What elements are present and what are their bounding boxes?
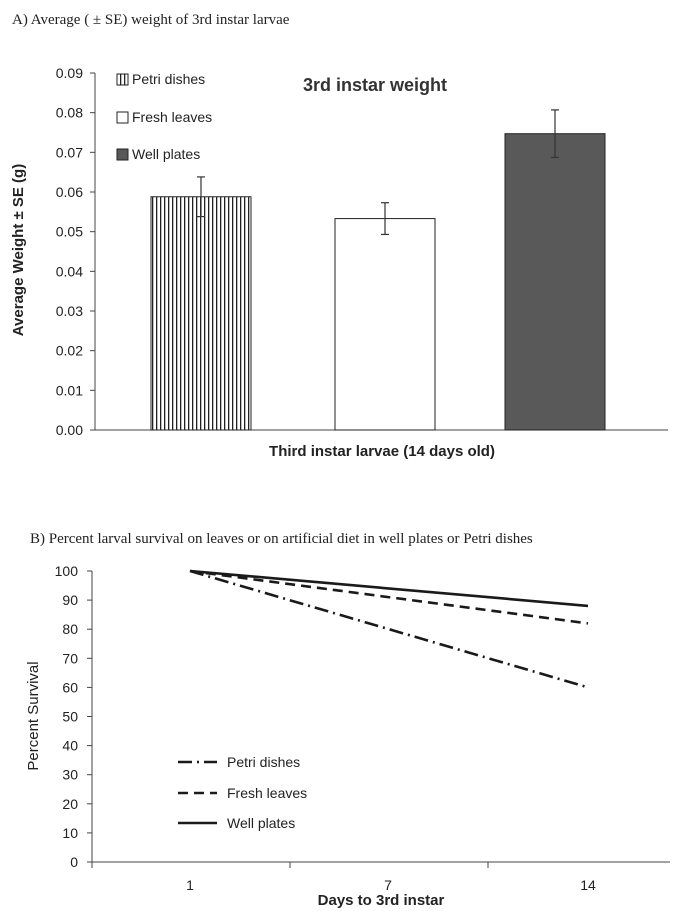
legend-swatch <box>116 73 129 86</box>
y-axis-label: Percent Survival <box>25 661 42 770</box>
y-tick-label: 0.07 <box>56 144 83 160</box>
bar <box>150 196 252 431</box>
legend: Petri dishes Fresh leaves Well plates <box>178 754 307 831</box>
legend-swatch <box>116 111 129 124</box>
legend-label: Petri dishes <box>132 71 205 87</box>
line-chart: 0 10 20 30 40 50 60 70 80 90 100 1 7 14 Days to 3rd … <box>25 563 670 909</box>
y-tick-label: 0.08 <box>56 105 83 121</box>
y-tick-label: 90 <box>62 592 78 608</box>
bar-chart: 0.00 0.01 0.02 0.03 0.04 0.05 0.06 0.07 0.08 0.09… <box>10 65 668 460</box>
x-tick-label: 7 <box>384 877 392 893</box>
y-tick-label: 70 <box>62 650 78 666</box>
y-tick-label: 20 <box>62 796 78 812</box>
y-tick-label: 0.02 <box>56 343 83 359</box>
x-tick-label: 14 <box>580 877 596 893</box>
legend-label: Fresh leaves <box>227 785 307 801</box>
panel-a-caption: A) Average ( ± SE) weight of 3rd instar … <box>12 12 290 28</box>
y-tick-label: 0 <box>70 854 78 870</box>
y-tick-label: 0.09 <box>56 65 83 81</box>
y-tick-label: 0.04 <box>56 263 83 279</box>
legend-label: Well plates <box>132 146 200 162</box>
x-axis-label: Days to 3rd instar <box>318 892 445 909</box>
x-tick-label: 1 <box>186 877 194 893</box>
y-tick-label: 0.05 <box>56 224 83 240</box>
y-tick-label: 10 <box>62 825 78 841</box>
series-line <box>189 569 589 625</box>
legend-swatch <box>116 148 129 161</box>
y-tick-label: 0.00 <box>56 422 83 438</box>
chart-title: 3rd instar weight <box>303 75 447 95</box>
y-axis-label: Average Weight ± SE (g) <box>10 164 27 336</box>
y-tick-label: 0.06 <box>56 184 83 200</box>
y-tick-label: 100 <box>55 563 79 579</box>
y-tick-label: 50 <box>62 709 78 725</box>
x-axis-label: Third instar larvae (14 days old) <box>269 443 495 460</box>
panel-b-caption: B) Percent larval survival on leaves or … <box>30 531 533 547</box>
y-tick-label: 60 <box>62 679 78 695</box>
y-tick-label: 0.01 <box>56 382 83 398</box>
y-tick-label: 0.03 <box>56 303 83 319</box>
legend-label: Well plates <box>227 815 295 831</box>
legend: Petri dishes Fresh leaves Well plates <box>116 71 212 162</box>
series-line <box>189 569 589 689</box>
bar <box>504 133 606 431</box>
y-tick-label: 80 <box>62 621 78 637</box>
y-tick-label: 40 <box>62 738 78 754</box>
legend-label: Petri dishes <box>227 754 300 770</box>
legend-label: Fresh leaves <box>132 109 212 125</box>
series-line <box>189 569 589 608</box>
bar <box>334 218 436 431</box>
y-tick-label: 30 <box>62 767 78 783</box>
